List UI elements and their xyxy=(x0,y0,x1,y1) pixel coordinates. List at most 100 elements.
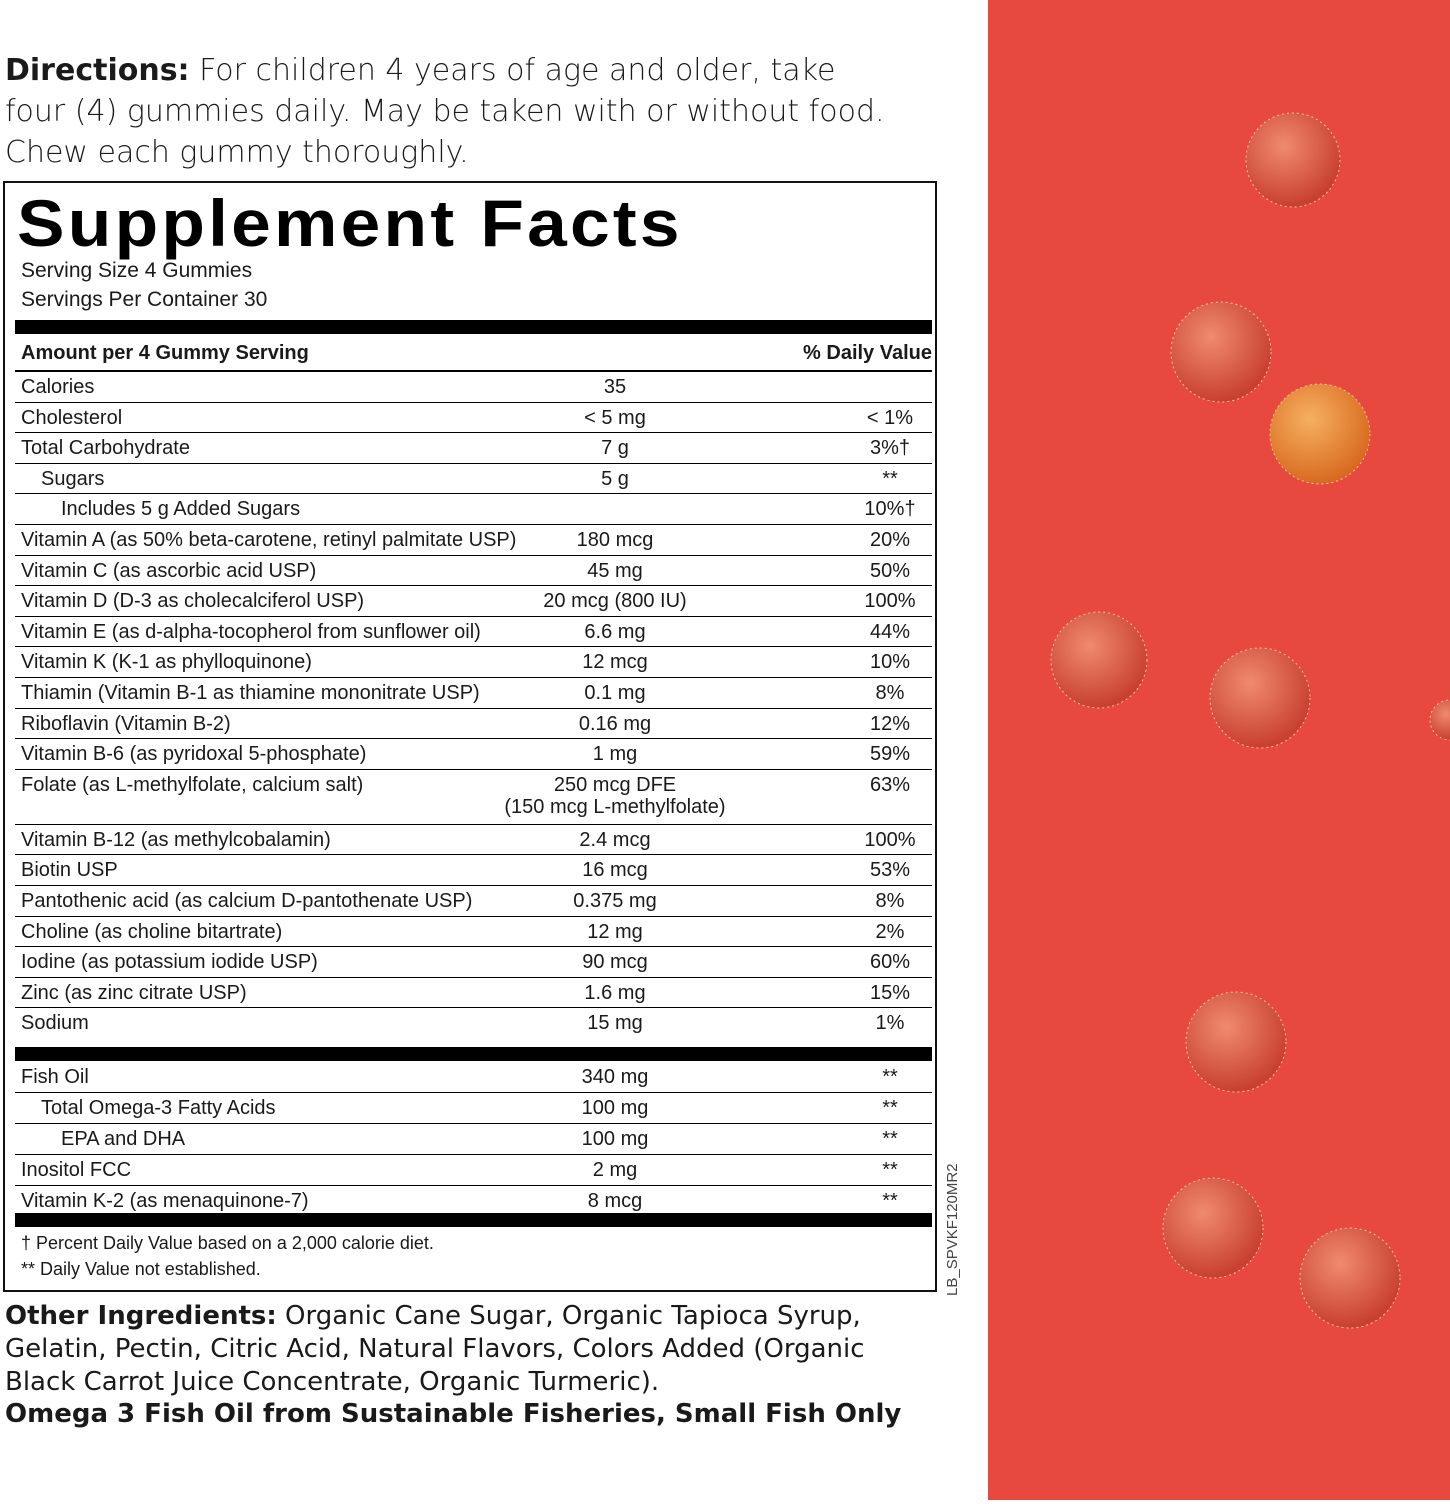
nutrient-name: Vitamin C (as ascorbic acid USP) xyxy=(21,559,317,582)
amount-text: 45 mg xyxy=(587,559,643,582)
nutrient-name: Sugars xyxy=(41,467,105,490)
nutrient-name: Riboflavin (Vitamin B-2) xyxy=(21,712,231,735)
nutrient-name: Total Carbohydrate xyxy=(21,437,190,460)
nutrient-name: Total Omega-3 Fatty Acids xyxy=(41,1097,276,1119)
nutrient-amount: 20 mcg (800 IU) xyxy=(435,590,795,612)
nutrient-amount: 15 mg xyxy=(435,1012,795,1034)
amount-text: 20 mcg (800 IU) xyxy=(543,590,687,613)
thick-rule xyxy=(15,320,932,334)
nutrient-row: Biotin USP 16 mcg 53% xyxy=(15,855,932,886)
nutrient-row: Cholesterol < 5 mg < 1% xyxy=(15,403,932,434)
product-photo xyxy=(988,0,1450,1500)
amount-text: 35 xyxy=(603,376,627,398)
daily-value: 20% xyxy=(869,528,911,551)
nutrient-row: EPA and DHA 100 mg ** xyxy=(15,1124,932,1155)
daily-value: 15% xyxy=(869,981,911,1004)
amount-text: 2.4 mcg xyxy=(579,828,651,851)
nutrient-row: Total Omega-3 Fatty Acids 100 mg ** xyxy=(15,1093,932,1124)
nutrient-name: Cholesterol xyxy=(21,406,123,429)
dv-header: % Daily Value xyxy=(803,342,932,364)
nutrient-amount: 6.6 mg xyxy=(435,621,795,643)
nutrient-amount: 250 mcg DFE (150 mcg L-methylfolate) xyxy=(435,774,795,818)
nutrient-amount: 7 g xyxy=(435,437,795,459)
nutrient-amount: 0.1 mg xyxy=(435,682,795,704)
nutrient-amount: 16 mcg xyxy=(435,859,795,881)
directions: Directions: For children 4 years of age … xyxy=(5,50,905,173)
other-rows: Fish Oil 340 mg ** Total Omega-3 Fatty Acid… xyxy=(15,1062,932,1216)
amount-text: 90 mcg xyxy=(582,951,648,974)
nutrient-amount: 2.4 mcg xyxy=(435,829,795,851)
nutrient-amount: 12 mcg xyxy=(435,651,795,673)
amount-text: 16 mcg xyxy=(582,859,648,882)
nutrient-name: Calories xyxy=(21,376,95,398)
nutrient-name: Pantothenic acid (as calcium D-pantothen… xyxy=(21,889,473,912)
nutrient-name: Vitamin K-2 (as menaquinone-7) xyxy=(21,1190,309,1212)
nutrient-amount: 90 mcg xyxy=(435,951,795,973)
nutrient-amount: 1 mg xyxy=(435,743,795,765)
nutrient-row: Fish Oil 340 mg ** xyxy=(15,1062,932,1093)
daily-value: 60% xyxy=(869,951,911,974)
nutrient-row: Vitamin B-12 (as methylcobalamin) 2.4 mcg… xyxy=(15,825,932,856)
serving-size: Serving Size 4 Gummies xyxy=(21,259,253,282)
nutrient-name: Folate (as L-methylfolate, calcium salt) xyxy=(21,773,364,796)
nutrient-amount: 45 mg xyxy=(435,560,795,582)
nutrient-amount: 340 mg xyxy=(435,1066,795,1088)
nutrient-name: Vitamin D (D-3 as cholecalciferol USP) xyxy=(21,590,365,613)
directions-label: Directions: xyxy=(5,53,190,88)
nutrient-name: Vitamin B-12 (as methylcobalamin) xyxy=(21,828,331,851)
nutrient-name: Inositol FCC xyxy=(21,1159,132,1181)
daily-value: ** xyxy=(882,1159,898,1181)
nutrient-row: Total Carbohydrate 7 g 3%† xyxy=(15,433,932,464)
daily-value: 63% xyxy=(869,773,911,796)
nutrient-amount: 100 mg xyxy=(435,1128,795,1150)
daily-value: ** xyxy=(882,1190,898,1212)
facts-title: Supplement Facts xyxy=(17,186,683,260)
amount-text: 12 mcg xyxy=(582,651,648,674)
daily-value: 8% xyxy=(875,681,905,704)
daily-value: 44% xyxy=(869,620,911,643)
nutrient-name: Sodium xyxy=(21,1012,89,1035)
directions-text: For children 4 years of age and older, t… xyxy=(5,53,885,170)
nutrient-name: Fish Oil xyxy=(21,1066,89,1088)
daily-value: 12% xyxy=(869,712,911,735)
nutrient-row: Vitamin D (D-3 as cholecalciferol USP) 20… xyxy=(15,586,932,617)
amount-text: 15 mg xyxy=(587,1012,643,1035)
other-text: Organic Cane Sugar, Organic Tapioca Syru… xyxy=(5,1301,865,1397)
daily-value: 10% xyxy=(869,651,911,674)
footnote: ** Daily Value not established. xyxy=(21,1259,261,1279)
label-code: LB_SPVKF120MR2 xyxy=(944,1163,961,1296)
daily-value: 10%† xyxy=(864,498,916,521)
daily-value: 8% xyxy=(875,889,905,912)
nutrient-row: Choline (as choline bitartrate) 12 mg 2% xyxy=(15,917,932,948)
nutrient-row: Vitamin A (as 50% beta-carotene, retinyl… xyxy=(15,525,932,556)
nutrient-row: Zinc (as zinc citrate USP) 1.6 mg 15% xyxy=(15,978,932,1009)
nutrient-amount: 0.375 mg xyxy=(435,890,795,912)
nutrient-row: Includes 5 g Added Sugars 10%† xyxy=(15,494,932,525)
nutrient-amount: 35 xyxy=(435,376,795,398)
amount-text: 100 mg xyxy=(581,1128,649,1150)
daily-value: 1% xyxy=(875,1012,905,1035)
amount-text: 6.6 mg xyxy=(584,620,646,643)
daily-value: 3%† xyxy=(869,437,911,460)
amount-text: 180 mcg xyxy=(576,528,654,551)
nutrient-name: EPA and DHA xyxy=(61,1128,186,1150)
amount-text: 8 mcg xyxy=(587,1190,643,1212)
nutrient-amount: 100 mg xyxy=(435,1097,795,1119)
nutrient-amount: < 5 mg xyxy=(435,407,795,429)
nutrient-name: Vitamin B-6 (as pyridoxal 5-phosphate) xyxy=(21,743,367,766)
nutrient-name: Thiamin (Vitamin B-1 as thiamine mononit… xyxy=(21,681,480,704)
amount-text: 1.6 mg xyxy=(584,981,646,1004)
facts-header: Amount per 4 Gummy Serving % Daily Value xyxy=(15,338,932,372)
nutrient-amount: 12 mg xyxy=(435,921,795,943)
nutrient-amount: 8 mcg xyxy=(435,1190,795,1212)
nutrient-name: Iodine (as potassium iodide USP) xyxy=(21,951,318,974)
amount-text: 7 g xyxy=(601,437,629,460)
nutrient-name: Includes 5 g Added Sugars xyxy=(61,498,301,521)
daily-value: ** xyxy=(882,1066,898,1088)
gummy-group xyxy=(1050,112,1450,1329)
nutrient-row: Thiamin (Vitamin B-1 as thiamine mononit… xyxy=(15,678,932,709)
nutrient-row: Vitamin E (as d-alpha-tocopherol from su… xyxy=(15,617,932,648)
nutrient-name: Choline (as choline bitartrate) xyxy=(21,920,283,943)
nutrient-name: Vitamin E (as d-alpha-tocopherol from su… xyxy=(21,620,481,643)
